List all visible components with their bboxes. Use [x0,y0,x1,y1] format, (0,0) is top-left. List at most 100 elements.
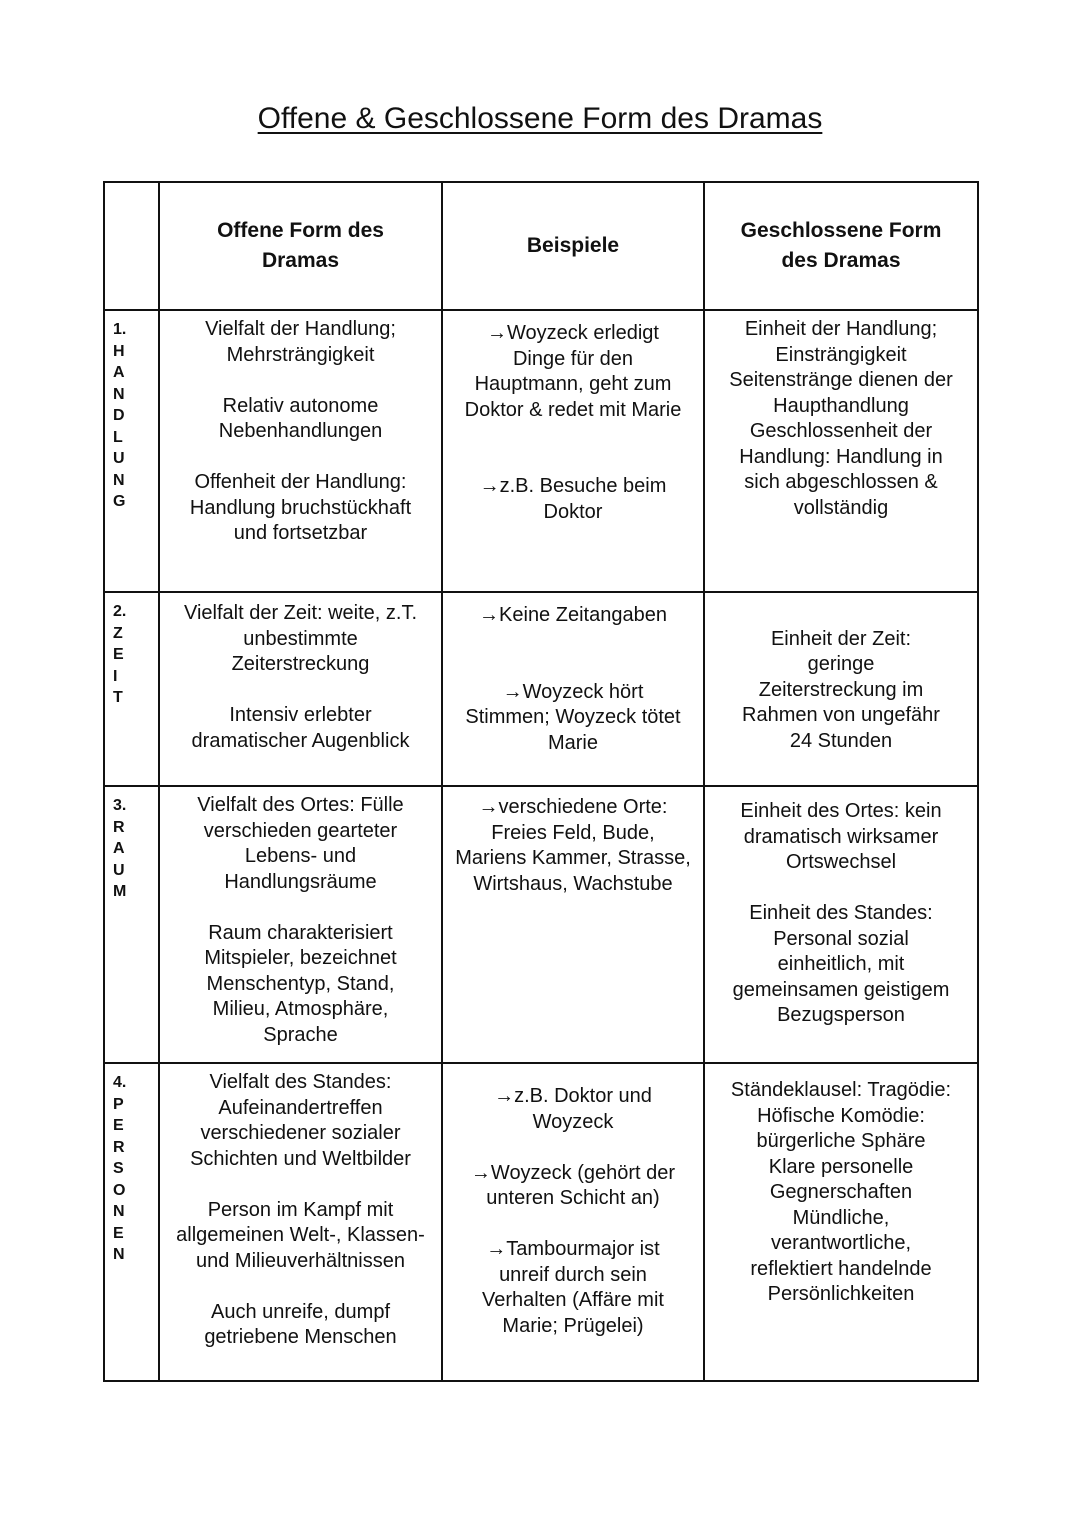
page-title: Offene & Geschlossene Form des Dramas [257,102,823,135]
row-label-letter: I [113,667,118,685]
closed-form-cell: Einheit der Handlung; Einsträngigkeit Seit… [703,309,979,593]
cell-line [443,449,703,475]
cell-line: Zeiterstreckung im [758,678,924,701]
row-label-letter: N [113,1246,125,1263]
cell-line [160,895,441,921]
cell-line: verantwortliche, [770,1232,912,1254]
example-cell: →z.B. Doktor und Woyzeck →Woyzeck (gehört … [441,1062,705,1382]
cell-line: Relativ autonome [222,394,379,417]
cell-line [705,601,977,627]
cell-line: Schichten und Weltbilder [190,1147,411,1170]
cell-line [705,876,977,902]
cell-line: Verhalten (Affäre mit [482,1289,664,1311]
row-label: 4. P E R S O N E N [103,1062,160,1382]
table-row: 4. P E R S O N E N Vielfalt des Standes: Aufeinand… [103,1062,979,1382]
header-row: Offene Form des Dramas Beispiele Geschlosse… [103,181,979,311]
header-line: Dramas [261,249,340,272]
cell-line: Ortswechsel [785,851,897,873]
cell-line: Doktor [543,500,603,523]
cell-line: Rahmen von ungefähr [742,704,940,726]
column-header: Geschlossene Form des Dramas [703,181,979,311]
row-label-letter: 4. [113,1074,127,1091]
row-label-letter: E [113,1224,124,1242]
header-line: Offene Form des [217,219,384,242]
row-label-letter: N [113,385,125,403]
table-row: 2. Z E I T Vielfalt der Zeit: weite, z.T. unbe… [103,591,979,787]
cell-line: Personal sozial [773,927,909,950]
cell-line: Höfische Komödie: [757,1104,925,1127]
row-label-letter: U [113,450,125,467]
cell-line [443,629,703,655]
cell-line: Seitenstränge dienen der [729,369,953,391]
row-label-letter: N [113,1203,125,1220]
cell-line: dramatisch wirksamer [743,825,939,848]
cell-line: verschieden gearteter [203,819,398,842]
example-cell: →Keine Zeitangaben →Woyzeck hört Stimmen; … [441,591,705,787]
row-label-letter: M [113,883,127,900]
open-form-cell: Vielfalt der Handlung; Mehrsträngigkeit Re… [158,309,443,593]
cell-line: Vielfalt der Zeit: weite, z.T. [183,602,418,624]
row-label-letter: Z [113,624,123,642]
cell-line: unbestimmte [243,627,358,650]
table-row: 3. R A U M Vielfalt des Ortes: Fülle verschied… [103,785,979,1064]
cell-line: 24 Stunden [789,729,893,752]
row-label-letter: P [113,1095,124,1113]
cell-line [443,1135,703,1161]
open-form-cell: Vielfalt der Zeit: weite, z.T. unbestimmt… [158,591,443,787]
cell-line: →z.B. Doktor und [494,1085,652,1107]
row-label-letter: A [113,364,125,381]
closed-form-cell: Ständeklausel: Tragödie: Höfische Komödie… [703,1062,979,1382]
row-label-letter: H [113,342,125,360]
cell-line: Geschlossenheit der [749,420,933,442]
cell-line: vollständig [793,496,889,519]
cell-line: Einheit der Handlung; [744,318,938,340]
table-row: 1. H A N D L U N G Vielfalt der Handlung; Mehrsträ… [103,309,979,593]
column-header: Offene Form des Dramas [158,181,443,311]
cell-line: Mehrsträngigkeit [226,343,375,366]
cell-line: reflektiert handelnde [750,1257,932,1280]
row-label-letter: L [113,428,123,446]
column-header [103,181,160,311]
cell-line: →verschiedene Orte: [478,796,668,818]
row-label-letter: A [113,840,125,857]
row-label-letter: E [113,646,124,663]
cell-line: →Woyzeck erledigt [487,322,659,344]
cell-line: Einsträngigkeit [775,343,907,366]
cell-line: und Milieuverhältnissen [195,1249,405,1272]
cell-line: Sprache [263,1023,338,1046]
row-label: 3. R A U M [103,785,160,1064]
row-label-letter: R [113,1138,125,1156]
row-label-letter: D [113,407,125,424]
cell-line [443,423,703,449]
comparison-table: Offene Form des Dramas Beispiele Geschlosse… [103,181,979,1382]
row-label-letter: S [113,1160,124,1177]
cell-line: Wirtshaus, Wachstube [473,872,673,895]
cell-line: Mündliche, [792,1206,890,1229]
cell-line: geringe [807,653,875,675]
cell-line: Handlung bruchstückhaft [189,496,412,519]
cell-line: Haupthandlung [773,394,909,417]
cell-line: Mitspieler, bezeichnet [204,947,397,969]
cell-line: Vielfalt des Standes: [209,1071,392,1093]
cell-line: Bezugsperson [777,1004,905,1026]
cell-line: Gegnerschaften [769,1181,913,1203]
row-label-letter: T [113,689,123,706]
row-label-letter: N [113,471,125,489]
cell-line: Klare personelle [768,1155,914,1178]
row-label-letter: R [113,818,125,836]
closed-form-cell: Einheit des Ortes: kein dramatisch wirksa… [703,785,979,1064]
cell-line: Mariens Kammer, Strasse, [455,847,691,869]
cell-line: gemeinsamen geistigem [732,978,950,1001]
cell-line: →Woyzeck hört [502,680,644,703]
cell-line: allgemeinen Welt-, Klassen- [176,1224,425,1246]
cell-line: Einheit des Standes: [749,902,933,924]
cell-line: einheitlich, mit [777,953,905,975]
row-label-letter: 1. [113,321,127,338]
cell-line: Vielfalt der Handlung; [205,318,396,340]
cell-line: Milieu, Atmosphäre, [212,998,389,1020]
row-label-letter: E [113,1117,124,1134]
cell-line: Handlung: Handlung in [739,445,943,468]
cell-line: Marie; Prügelei) [502,1314,644,1337]
cell-line: Zeiterstreckung [231,653,370,675]
open-form-cell: Vielfalt des Ortes: Fülle verschieden gea… [158,785,443,1064]
